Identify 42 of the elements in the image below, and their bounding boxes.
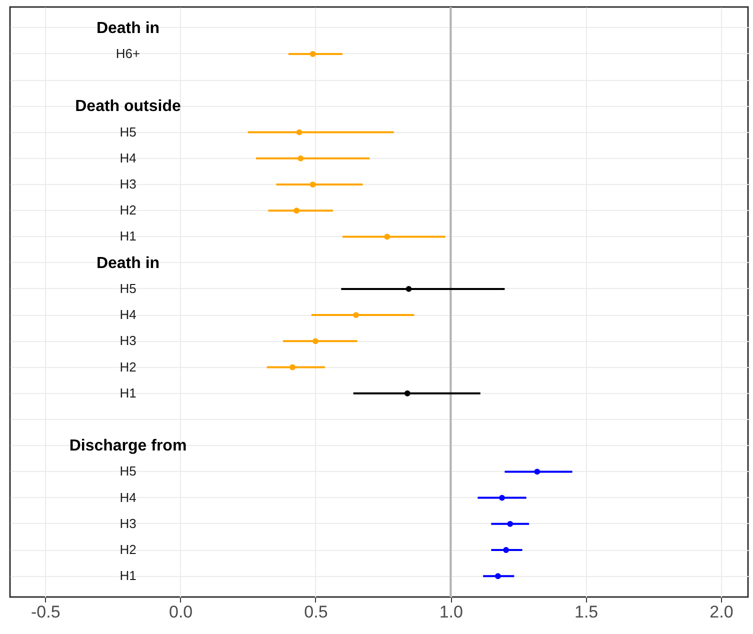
x-tick-label: 0.0: [168, 602, 193, 622]
y-tick-label: Discharge from: [69, 438, 187, 455]
point: [298, 155, 304, 162]
point: [310, 51, 316, 57]
y-tick-label: H2: [120, 202, 136, 218]
point: [310, 182, 316, 188]
point: [290, 364, 296, 370]
point: [294, 208, 300, 214]
y-tick-label: H4: [120, 307, 136, 322]
y-tick-label: Death in: [96, 254, 160, 272]
point: [534, 468, 540, 475]
y-tick-label: H2: [120, 359, 136, 374]
y-tick-label: H1: [120, 385, 136, 400]
point: [406, 286, 412, 292]
x-tick-label: -0.5: [30, 602, 60, 622]
x-tick-label: 2.0: [710, 602, 734, 622]
point: [499, 494, 505, 501]
y-tick-label: H3: [120, 516, 136, 531]
y-tick-label: H6+: [116, 46, 140, 61]
y-tick-label: H5: [120, 280, 136, 296]
point: [404, 390, 410, 396]
x-tick-label: 1.0: [439, 602, 463, 622]
y-tick-label: Death outside: [75, 98, 181, 116]
y-tick-label: H5: [120, 464, 136, 479]
y-tick-label: H4: [120, 150, 136, 166]
y-tick-label: H3: [120, 176, 136, 192]
y-tick-label: Death in: [96, 20, 160, 37]
y-tick-label: H4: [120, 490, 136, 505]
x-tick-label: 1.5: [574, 602, 598, 622]
point: [384, 234, 390, 240]
point: [296, 129, 302, 136]
y-tick-label: H5: [120, 124, 136, 140]
point: [507, 520, 514, 527]
y-tick-label: H3: [120, 333, 136, 348]
point: [353, 312, 359, 318]
y-tick-label: H2: [120, 542, 136, 558]
x-tick-label: 0.5: [304, 602, 328, 622]
y-tick-label: H1: [120, 568, 136, 584]
point: [503, 547, 510, 553]
y-tick-label: H1: [120, 228, 136, 244]
point: [312, 338, 318, 344]
point: [494, 573, 501, 580]
